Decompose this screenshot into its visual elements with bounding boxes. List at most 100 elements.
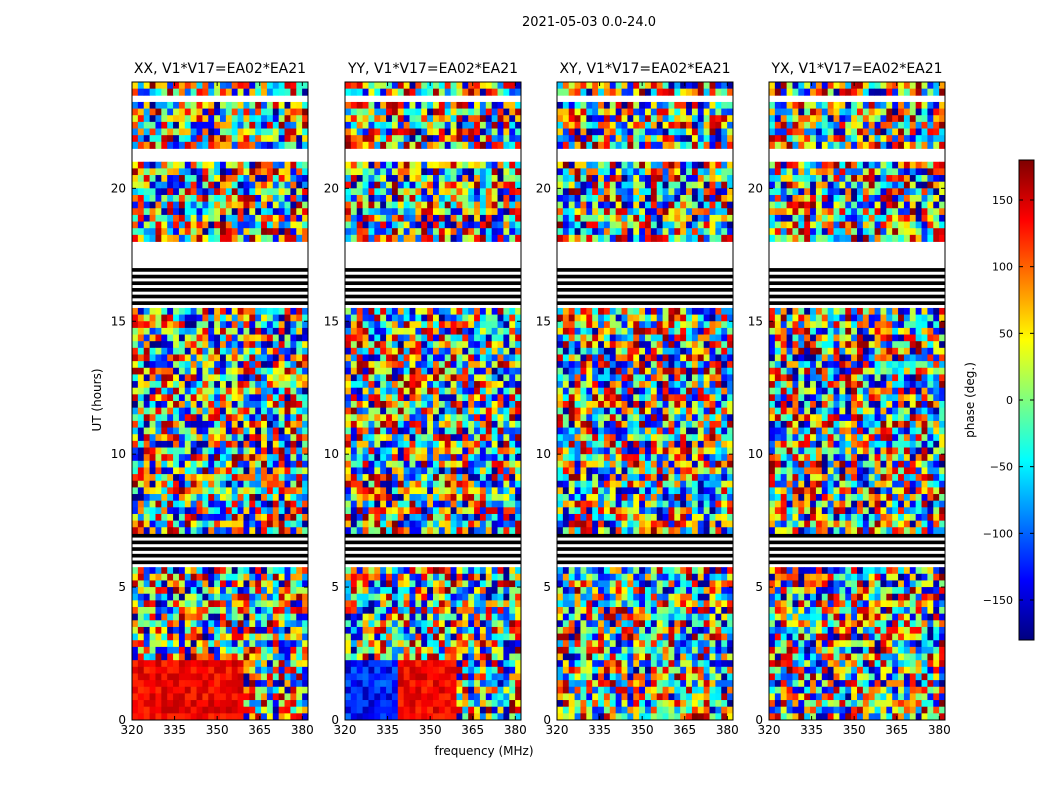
heatmap-cell <box>397 228 405 236</box>
heatmap-cell <box>380 434 387 442</box>
heatmap-cell <box>438 361 446 369</box>
heatmap-cell <box>290 434 297 442</box>
heatmap-cell <box>421 480 428 488</box>
heatmap-cell <box>190 487 197 495</box>
heatmap-cell <box>356 673 363 681</box>
heatmap-cell <box>143 567 150 575</box>
heatmap-cell <box>374 480 381 488</box>
heatmap-cell <box>278 686 285 694</box>
heatmap-cell <box>261 234 268 242</box>
heatmap-cell <box>415 494 422 502</box>
heatmap-cell <box>196 201 203 209</box>
heatmap-cell <box>266 381 274 389</box>
heatmap-cell <box>438 500 446 508</box>
heatmap-cell <box>196 487 203 495</box>
heatmap-cell <box>214 135 221 143</box>
heatmap-cell <box>231 175 238 183</box>
heatmap-cell <box>621 82 628 90</box>
heatmap-cell <box>255 407 262 415</box>
heatmap-cell <box>149 520 156 528</box>
heatmap-cell <box>444 613 451 621</box>
heatmap-cell <box>237 587 244 595</box>
heatmap-cell <box>380 354 387 362</box>
heatmap-cell <box>249 467 256 475</box>
heatmap-cell <box>485 221 493 229</box>
heatmap-cell <box>415 613 422 621</box>
heatmap-cell <box>132 108 139 116</box>
heatmap-cell <box>345 440 352 448</box>
heatmap-cell <box>397 680 405 688</box>
heatmap-cell <box>479 341 487 349</box>
heatmap-cell <box>427 228 434 236</box>
heatmap-cell <box>474 440 481 448</box>
heatmap-cell <box>278 520 285 528</box>
heatmap-cell <box>149 82 156 90</box>
heatmap-cell <box>497 600 504 608</box>
heatmap-cell <box>272 467 280 475</box>
heatmap-cell <box>214 660 221 668</box>
heatmap-cell <box>196 580 203 588</box>
heatmap-cell <box>161 680 168 688</box>
heatmap-cell <box>243 201 250 209</box>
heatmap-cell <box>237 168 244 176</box>
heatmap-cell <box>225 500 233 508</box>
heatmap-cell <box>272 161 280 169</box>
heatmap-cell <box>302 201 309 209</box>
heatmap-cell <box>302 115 309 123</box>
heatmap-cell <box>356 666 363 674</box>
heatmap-cell <box>220 208 227 216</box>
heatmap-cell <box>143 447 150 455</box>
heatmap-cell <box>491 567 498 575</box>
heatmap-cell <box>474 367 481 375</box>
heatmap-cell <box>380 494 387 502</box>
heatmap-cell <box>391 407 399 415</box>
heatmap-cell <box>266 161 274 169</box>
heatmap-cell <box>161 440 168 448</box>
heatmap-cell <box>403 367 410 375</box>
heatmap-cell <box>149 121 156 129</box>
heatmap-cell <box>633 82 640 90</box>
heatmap-cell <box>149 214 156 222</box>
heatmap-cell <box>155 115 162 123</box>
heatmap-cell <box>450 527 457 535</box>
heatmap-cell <box>231 593 238 601</box>
heatmap-cell <box>368 653 375 661</box>
heatmap-cell <box>356 387 363 395</box>
heatmap-cell <box>485 168 493 176</box>
heatmap-cell <box>479 234 487 242</box>
heatmap-cell <box>374 334 381 342</box>
heatmap-cell <box>368 527 375 535</box>
heatmap-cell <box>231 381 238 389</box>
heatmap-cell <box>278 221 285 229</box>
heatmap-cell <box>184 168 192 176</box>
heatmap-cell <box>178 361 186 369</box>
heatmap-cell <box>468 646 475 654</box>
heatmap-cell <box>208 587 215 595</box>
heatmap-cell <box>697 108 705 116</box>
heatmap-cell <box>362 401 369 409</box>
heatmap-cell <box>167 108 174 116</box>
heatmap-cell <box>149 314 156 322</box>
heatmap-cell <box>421 527 428 535</box>
heatmap-cell <box>433 394 440 402</box>
heatmap-cell <box>278 334 285 342</box>
heatmap-cell <box>296 454 303 462</box>
heatmap-cell <box>368 321 375 329</box>
heatmap-cell <box>403 307 410 316</box>
heatmap-cell <box>380 520 387 528</box>
heatmap-cell <box>196 706 203 714</box>
heatmap-cell <box>161 115 168 123</box>
heatmap-cell <box>155 121 162 129</box>
heatmap-cell <box>403 141 410 149</box>
heatmap-cell <box>485 381 493 389</box>
heatmap-cell <box>444 394 451 402</box>
heatmap-cell <box>208 115 215 123</box>
heatmap-cell <box>462 327 469 335</box>
heatmap-cell <box>350 447 358 455</box>
heatmap-cell <box>184 500 192 508</box>
heatmap-cell <box>302 427 309 435</box>
heatmap-cell <box>374 434 381 442</box>
heatmap-cell <box>509 454 516 462</box>
heatmap-cell <box>173 500 180 508</box>
heatmap-cell <box>167 427 174 435</box>
